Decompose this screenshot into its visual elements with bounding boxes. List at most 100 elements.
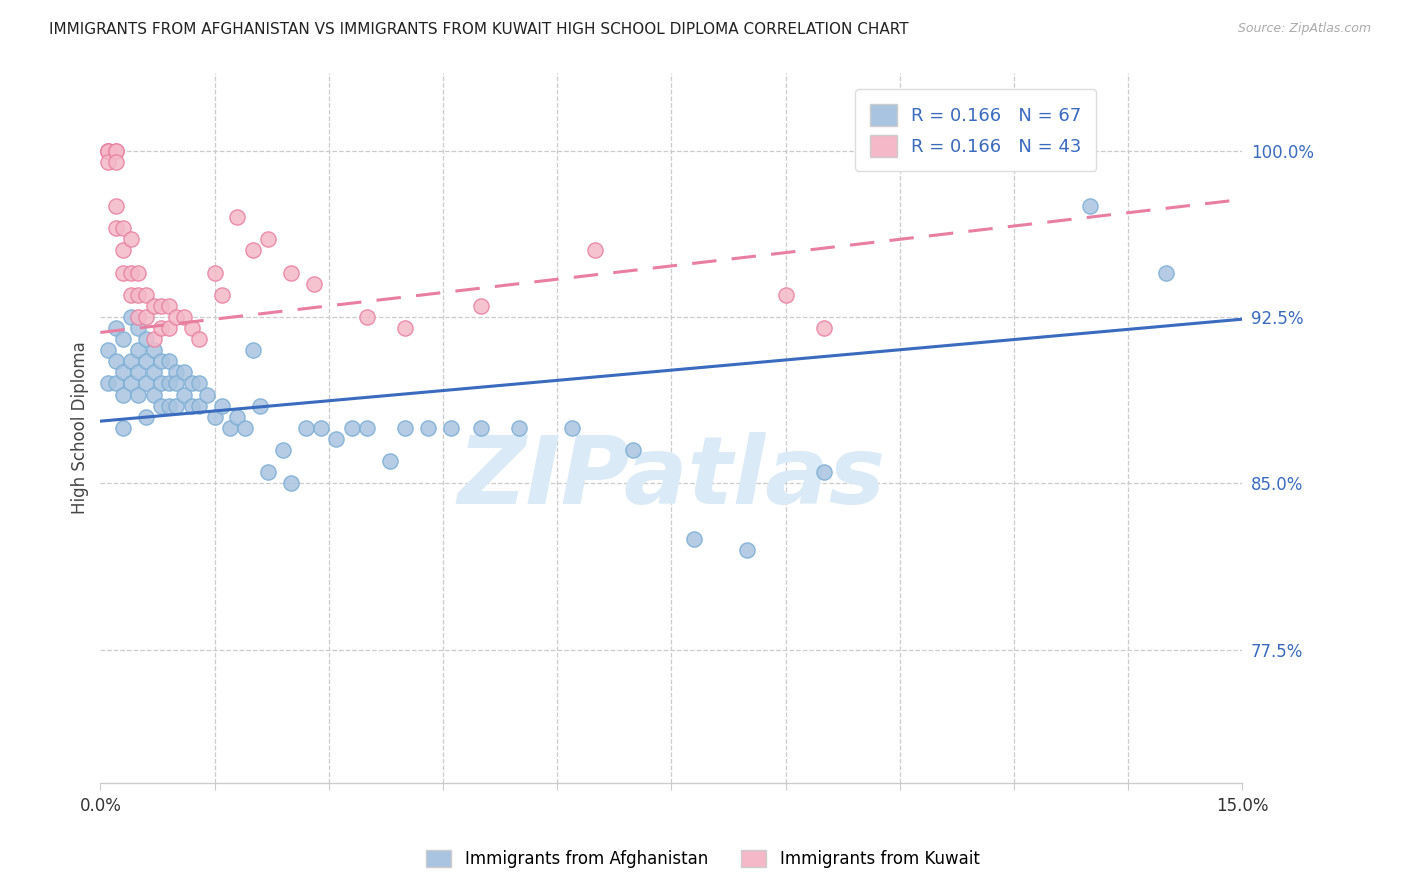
Point (166, 310, 188, 324)
Point (280, 266, 302, 280)
Point (166, 365, 188, 379)
Point (271, 442, 294, 457)
Point (256, 465, 278, 479)
Point (325, 432, 347, 446)
Point (135, 332, 157, 346)
Point (378, 454, 401, 468)
Point (120, 376, 142, 391)
Point (104, 199, 127, 213)
Point (302, 277, 325, 291)
Point (157, 399, 180, 413)
Point (157, 354, 180, 368)
Point (211, 287, 233, 301)
Point (150, 376, 173, 391)
Point (470, 421, 492, 435)
Point (309, 421, 332, 435)
Point (142, 387, 165, 401)
Point (104, 154, 127, 169)
Legend: Immigrants from Afghanistan, Immigrants from Kuwait: Immigrants from Afghanistan, Immigrants … (420, 843, 986, 875)
Point (211, 399, 233, 413)
Point (120, 266, 142, 280)
Point (127, 287, 149, 301)
Point (120, 232, 142, 246)
Point (97, 343, 120, 358)
Point (813, 321, 835, 335)
Point (356, 310, 378, 324)
Point (204, 409, 226, 424)
Point (439, 421, 461, 435)
Point (120, 310, 142, 324)
Point (188, 399, 211, 413)
Point (188, 332, 211, 346)
Point (135, 354, 157, 368)
Point (104, 221, 127, 235)
Legend: R = 0.166   N = 67, R = 0.166   N = 43: R = 0.166 N = 67, R = 0.166 N = 43 (855, 89, 1097, 171)
Point (166, 399, 188, 413)
Point (683, 532, 706, 546)
Point (394, 421, 416, 435)
Point (127, 343, 149, 358)
Point (127, 310, 149, 324)
Point (195, 387, 218, 401)
Point (104, 321, 127, 335)
Point (142, 332, 165, 346)
Point (394, 321, 416, 335)
Point (120, 354, 142, 368)
Point (104, 144, 127, 158)
Point (142, 365, 165, 379)
Point (112, 266, 135, 280)
Point (233, 421, 256, 435)
Point (218, 421, 240, 435)
Point (173, 387, 195, 401)
Point (416, 421, 439, 435)
Point (242, 343, 264, 358)
Point (340, 421, 363, 435)
Point (280, 476, 302, 491)
Point (97, 144, 120, 158)
Point (180, 399, 202, 413)
Point (157, 321, 180, 335)
Point (1078, 199, 1101, 213)
Y-axis label: High School Diploma: High School Diploma (72, 342, 89, 514)
Text: Source: ZipAtlas.com: Source: ZipAtlas.com (1237, 22, 1371, 36)
Point (775, 287, 797, 301)
Point (256, 232, 278, 246)
Point (97, 144, 120, 158)
Point (120, 287, 142, 301)
Point (561, 421, 583, 435)
Point (112, 421, 135, 435)
Point (97, 154, 120, 169)
Point (157, 299, 180, 313)
Point (104, 144, 127, 158)
Point (135, 409, 157, 424)
Point (157, 376, 180, 391)
Point (583, 244, 606, 258)
Point (173, 365, 195, 379)
Point (142, 343, 165, 358)
Point (249, 399, 271, 413)
Point (173, 310, 195, 324)
Point (150, 354, 173, 368)
Point (180, 321, 202, 335)
Point (470, 299, 492, 313)
Point (1154, 266, 1177, 280)
Point (112, 387, 135, 401)
Point (135, 287, 157, 301)
Point (112, 221, 135, 235)
Point (150, 321, 173, 335)
Point (295, 421, 318, 435)
Point (104, 376, 127, 391)
Point (204, 266, 226, 280)
Point (180, 376, 202, 391)
Point (127, 365, 149, 379)
Point (112, 365, 135, 379)
Point (127, 321, 149, 335)
Point (135, 376, 157, 391)
Point (97, 376, 120, 391)
Point (356, 421, 378, 435)
Point (226, 409, 249, 424)
Point (242, 244, 264, 258)
Point (621, 442, 644, 457)
Point (188, 376, 211, 391)
Point (112, 332, 135, 346)
